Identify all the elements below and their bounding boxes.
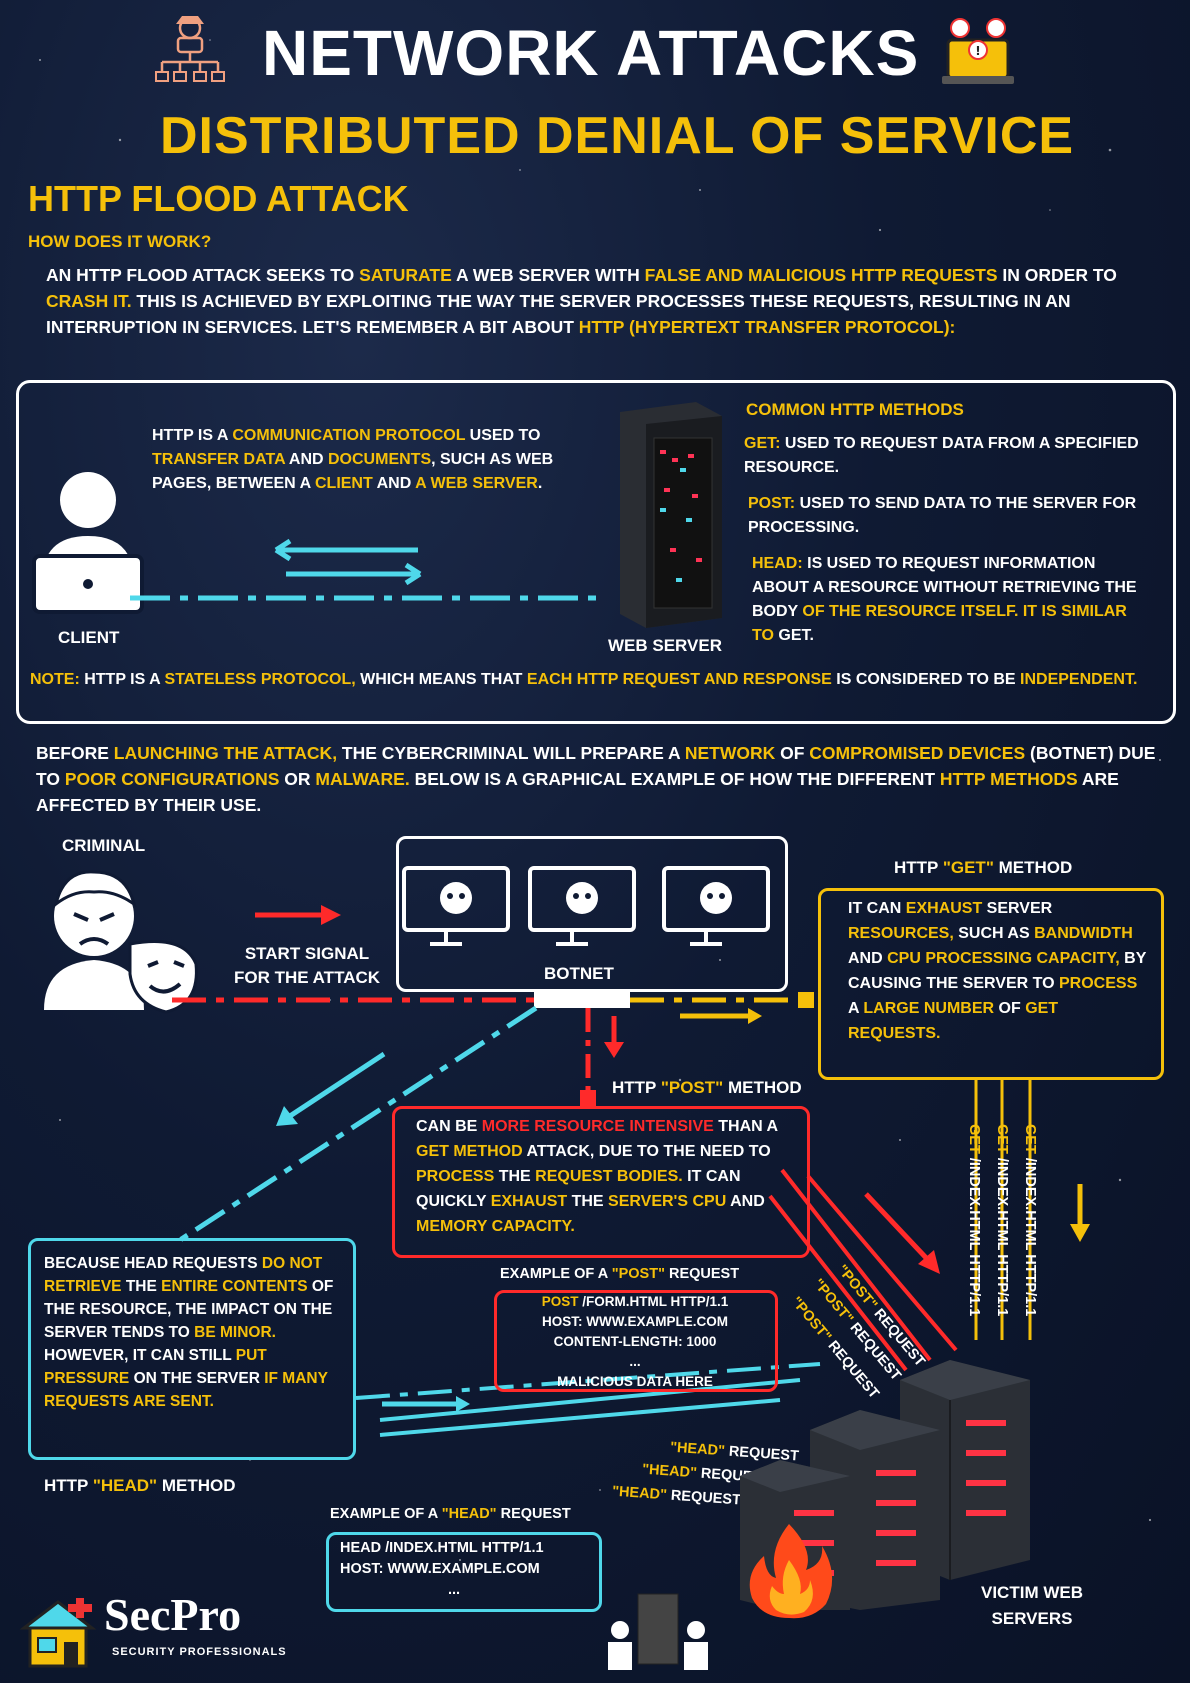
get-method-box [818,888,1164,1080]
get-request-label-2: GET /INDEX.HTML HTTP/1.1 [994,1124,1010,1317]
head-method-title: HTTP "HEAD" METHOD [44,1476,236,1495]
page-title: NETWORK ATTACKS [262,17,920,89]
attack-flow-lines [172,992,1090,1437]
post-method-title: HTTP "POST" METHOD [612,1078,802,1097]
web-server-rack-icon [620,402,722,628]
head-method-description: BECAUSE HEAD REQUESTS DO NOT RETRIEVE TH… [44,1255,334,1410]
get-request-label-1: GET /INDEX.HTML HTTP/1.1 [966,1124,982,1317]
methods-title: COMMON HTTP METHODS [746,400,964,419]
page-subtitle: DISTRIBUTED DENIAL OF SERVICE [160,107,1075,165]
get-request-label-3: GET /INDEX.HTML HTTP/1.1 [1022,1124,1038,1317]
botnet-devices-icons [402,866,770,946]
criminal-mask-icon [44,870,198,1014]
svg-text:!: ! [975,44,980,58]
criminal-label: CRIMINAL [62,836,146,855]
head-example-code: HEAD /INDEX.HTML HTTP/1.1 HOST: WWW.EXAM… [340,1540,544,1598]
client-server-arrows [130,538,600,601]
head-example-title: EXAMPLE OF A "HEAD" REQUEST [330,1506,571,1522]
secpro-house-icon [19,1598,97,1668]
botnet-frame [396,836,788,992]
head-method-desc: HEAD: IS USED TO REQUEST INFORMATION ABO… [752,555,1137,644]
start-signal-arrow [255,905,341,925]
how-label: HOW DOES IT WORK? [28,232,212,251]
get-method-desc: GET: USED TO REQUEST DATA FROM A SPECIFI… [744,435,1139,476]
post-method-desc: POST: USED TO SEND DATA TO THE SERVER FO… [748,495,1137,536]
post-example-title: EXAMPLE OF A "POST" REQUEST [500,1266,740,1282]
botnet-label: BOTNET [544,964,614,983]
botnet-intro-paragraph: BEFORE LAUNCHING THE ATTACK, THE CYBERCR… [36,743,1156,815]
post-method-box [392,1106,810,1258]
http-info-box [16,380,1176,724]
head-request-label-3: "HEAD" REQUEST [611,1483,742,1509]
intro-paragraph: AN HTTP FLOOD ATTACK SEEKS TO SATURATE A… [46,265,1117,337]
get-method-description: IT CAN EXHAUST SERVER RESOURCES, SUCH AS… [848,900,1147,1042]
section-title: HTTP FLOOD ATTACK [28,178,409,219]
head-example-box [326,1532,602,1612]
web-server-label: WEB SERVER [608,636,722,655]
hacker-network-icon [155,16,225,82]
secpro-logo-tagline: SECURITY PROFESSIONALS [112,1646,287,1658]
victim-servers-label: VICTIM WEB SERVERS [981,1583,1083,1628]
http-description: HTTP IS A COMMUNICATION PROTOCOL USED TO… [152,427,554,492]
post-example-code: POST /FORM.HTML HTTP/1.1 HOST: WWW.EXAMP… [541,1294,729,1389]
post-example-box [494,1290,778,1392]
secpro-logo-text: SecPro [104,1589,242,1640]
fire-icon [749,1524,833,1619]
post-method-description: CAN BE MORE RESOURCE INTENSIVE THAN A GE… [416,1118,778,1235]
technicians-icon [608,1593,708,1670]
head-method-box [28,1238,356,1460]
stateless-note: NOTE: HTTP IS A STATELESS PROTOCOL, WHIC… [30,671,1138,688]
client-user-icon [32,472,144,614]
infected-laptop-icon: ! [942,18,1014,84]
client-label: CLIENT [58,628,120,647]
get-method-title: HTTP "GET" METHOD [894,858,1073,877]
start-signal-label: START SIGNAL FOR THE ATTACK [233,944,381,987]
